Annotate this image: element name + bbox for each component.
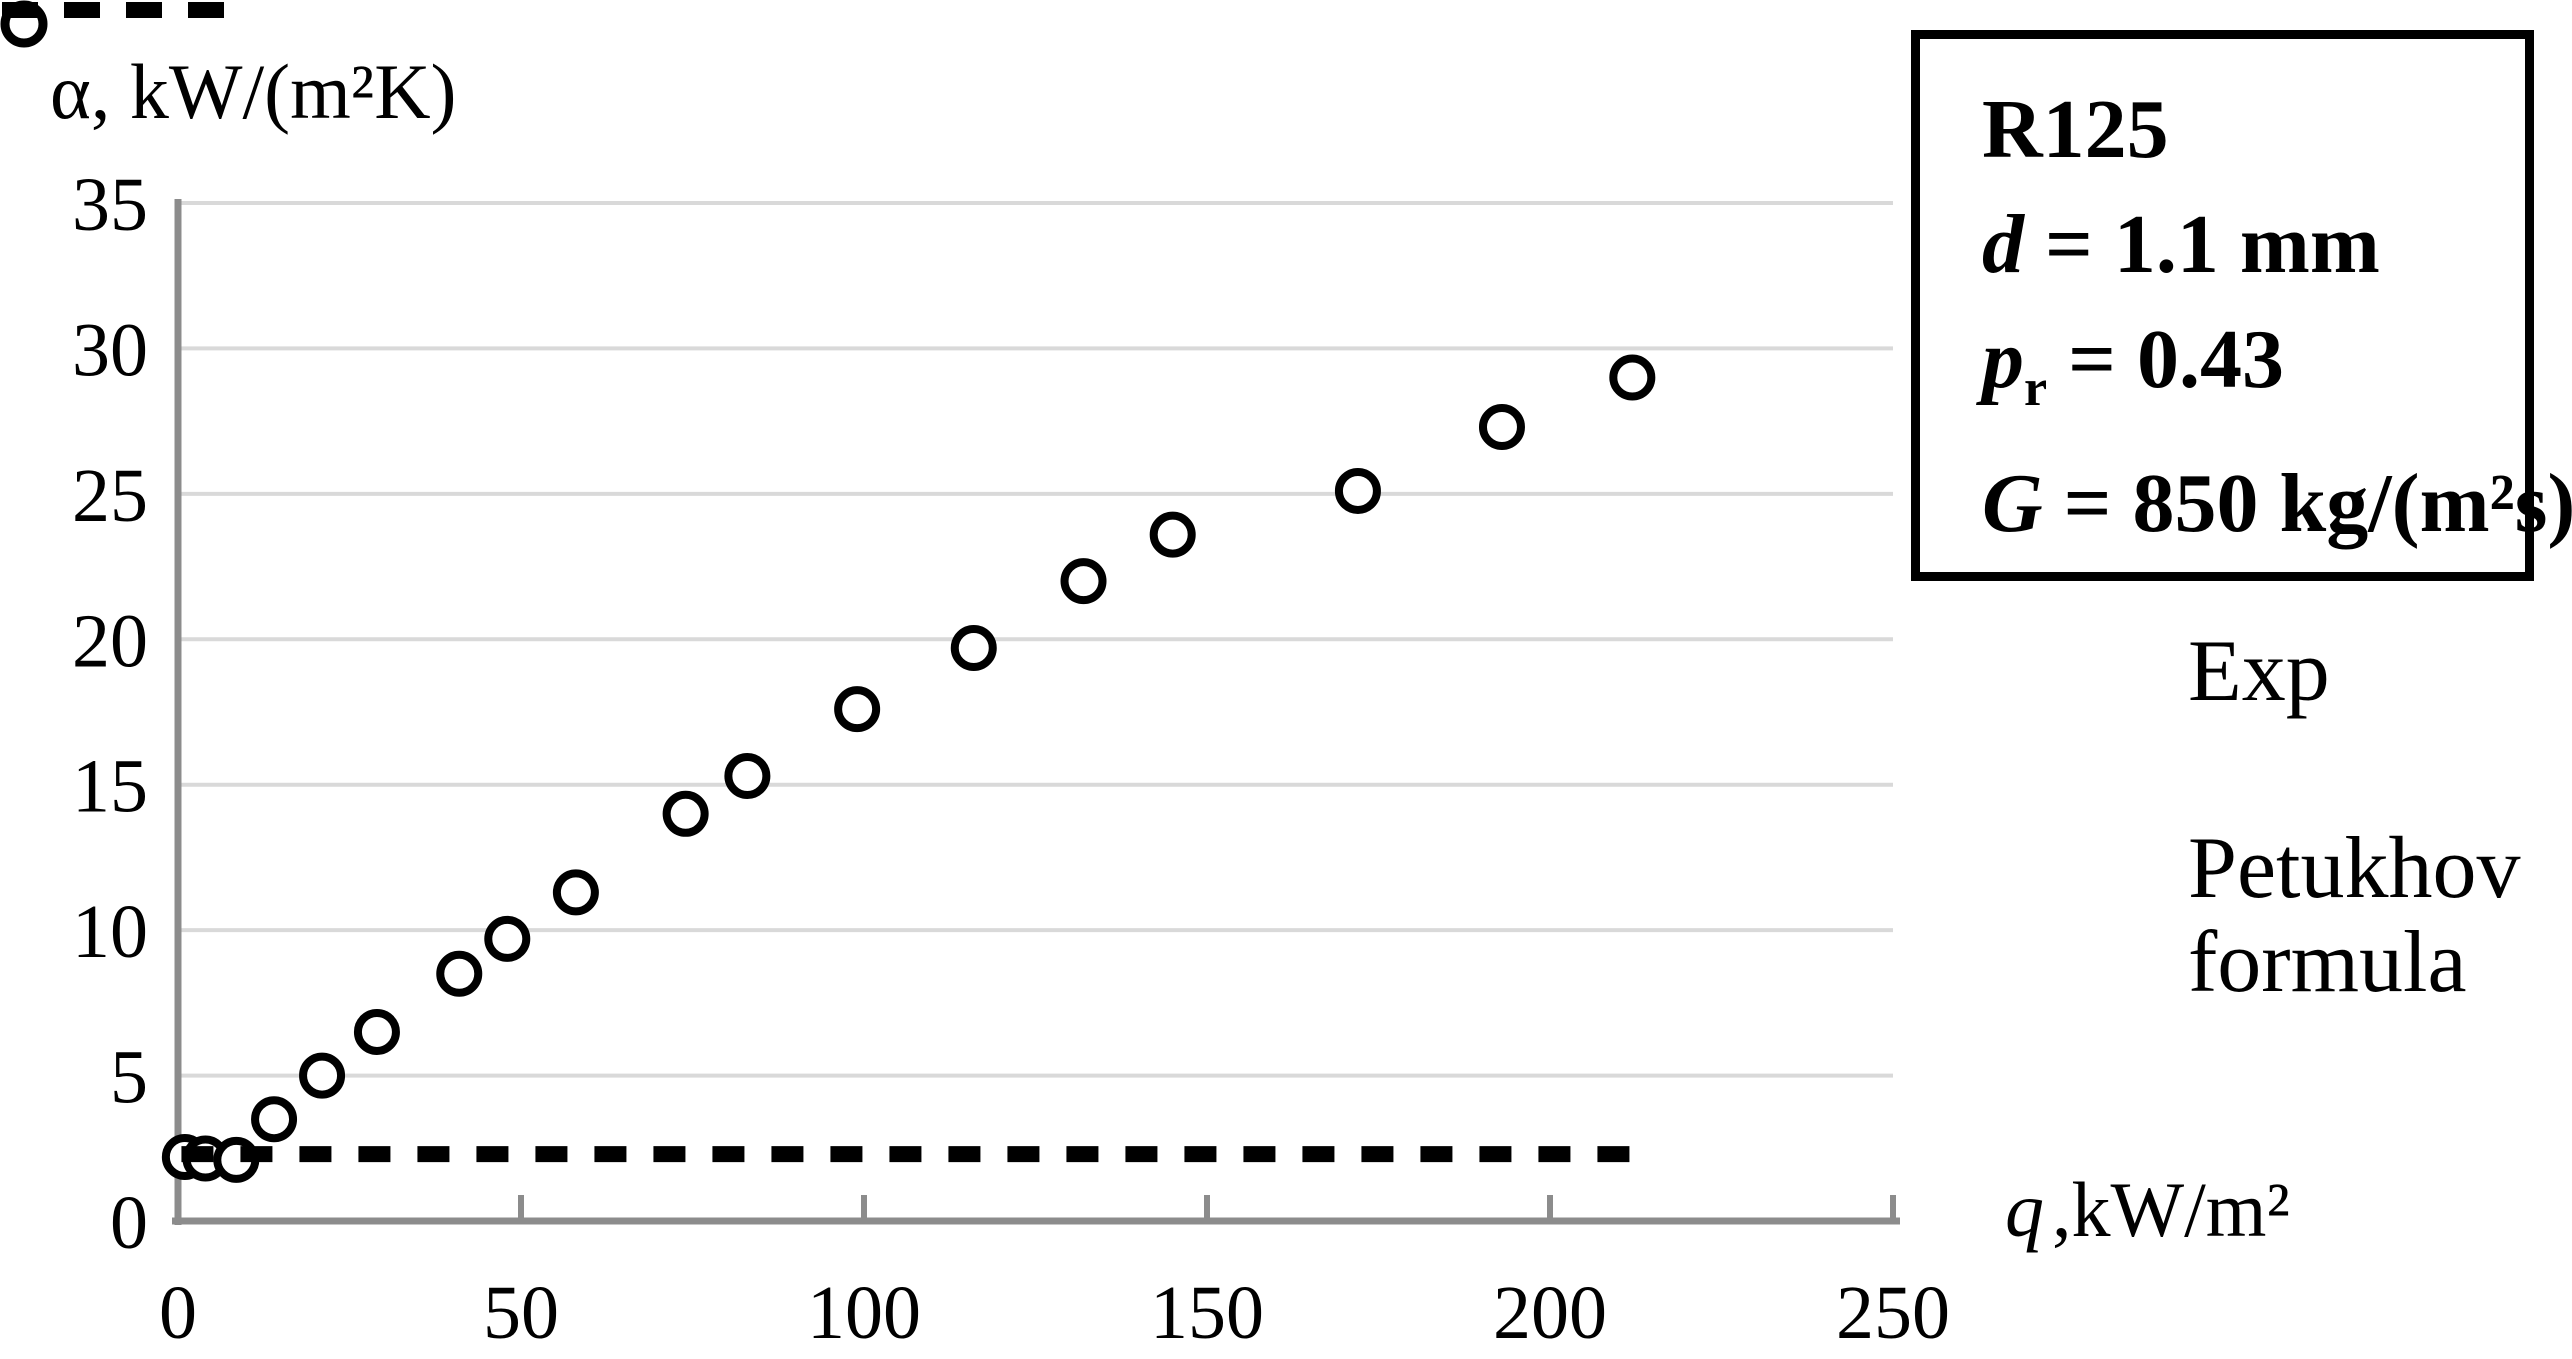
- data-point: [299, 1052, 346, 1099]
- info-mass-flux: G = 850 kg/(m²s): [1982, 456, 2572, 550]
- info-diameter: d = 1.1 mm: [1982, 198, 2380, 291]
- y-tick-label: 25: [72, 454, 148, 538]
- data-point: [552, 869, 599, 916]
- data-point: [1609, 354, 1656, 401]
- data-point: [1334, 467, 1381, 514]
- x-tick-label: 100: [807, 1271, 921, 1355]
- legend-petukhov-label: Petukhov formula: [2188, 820, 2521, 1011]
- x-tick-label: 0: [159, 1271, 197, 1355]
- data-point: [662, 790, 709, 837]
- y-tick-label: 20: [72, 599, 148, 683]
- x-axis-title: q ,kW/m²: [2005, 1155, 2290, 1265]
- data-point: [1149, 511, 1196, 558]
- data-point: [436, 950, 483, 997]
- data-point: [1060, 558, 1107, 605]
- data-point: [834, 686, 881, 733]
- data-point: [484, 915, 531, 962]
- y-tick-label: 35: [72, 163, 148, 247]
- data-point: [251, 1096, 298, 1143]
- data-point: [1478, 403, 1525, 450]
- info-reduced-pressure: pr = 0.43: [1982, 313, 2284, 417]
- data-point: [950, 625, 997, 672]
- legend-exp-label: Exp: [2188, 623, 2330, 720]
- y-tick-label: 30: [72, 308, 148, 392]
- y-tick-label: 15: [72, 745, 148, 829]
- y-tick-label: 5: [110, 1036, 148, 1120]
- y-axis-title: α, kW/(m²K): [50, 48, 457, 135]
- info-refrigerant: R125: [1982, 83, 2169, 176]
- x-tick-label: 250: [1836, 1271, 1950, 1355]
- x-tick-label: 50: [483, 1271, 559, 1355]
- conditions-info-box: R125 d = 1.1 mm pr = 0.43 G = 850 kg/(m²…: [1911, 30, 2572, 581]
- x-tick-label: 150: [1150, 1271, 1264, 1355]
- y-tick-label: 10: [72, 890, 148, 974]
- x-axis-title-units: ,kW/m²: [2052, 1166, 2290, 1253]
- x-tick-label: 200: [1493, 1271, 1607, 1355]
- data-point: [353, 1008, 400, 1055]
- x-axis-title-variable: q: [2005, 1166, 2044, 1253]
- data-point: [724, 752, 771, 799]
- y-tick-label: 0: [110, 1181, 148, 1265]
- legend-petukhov-dash-icon: [2, 2, 230, 18]
